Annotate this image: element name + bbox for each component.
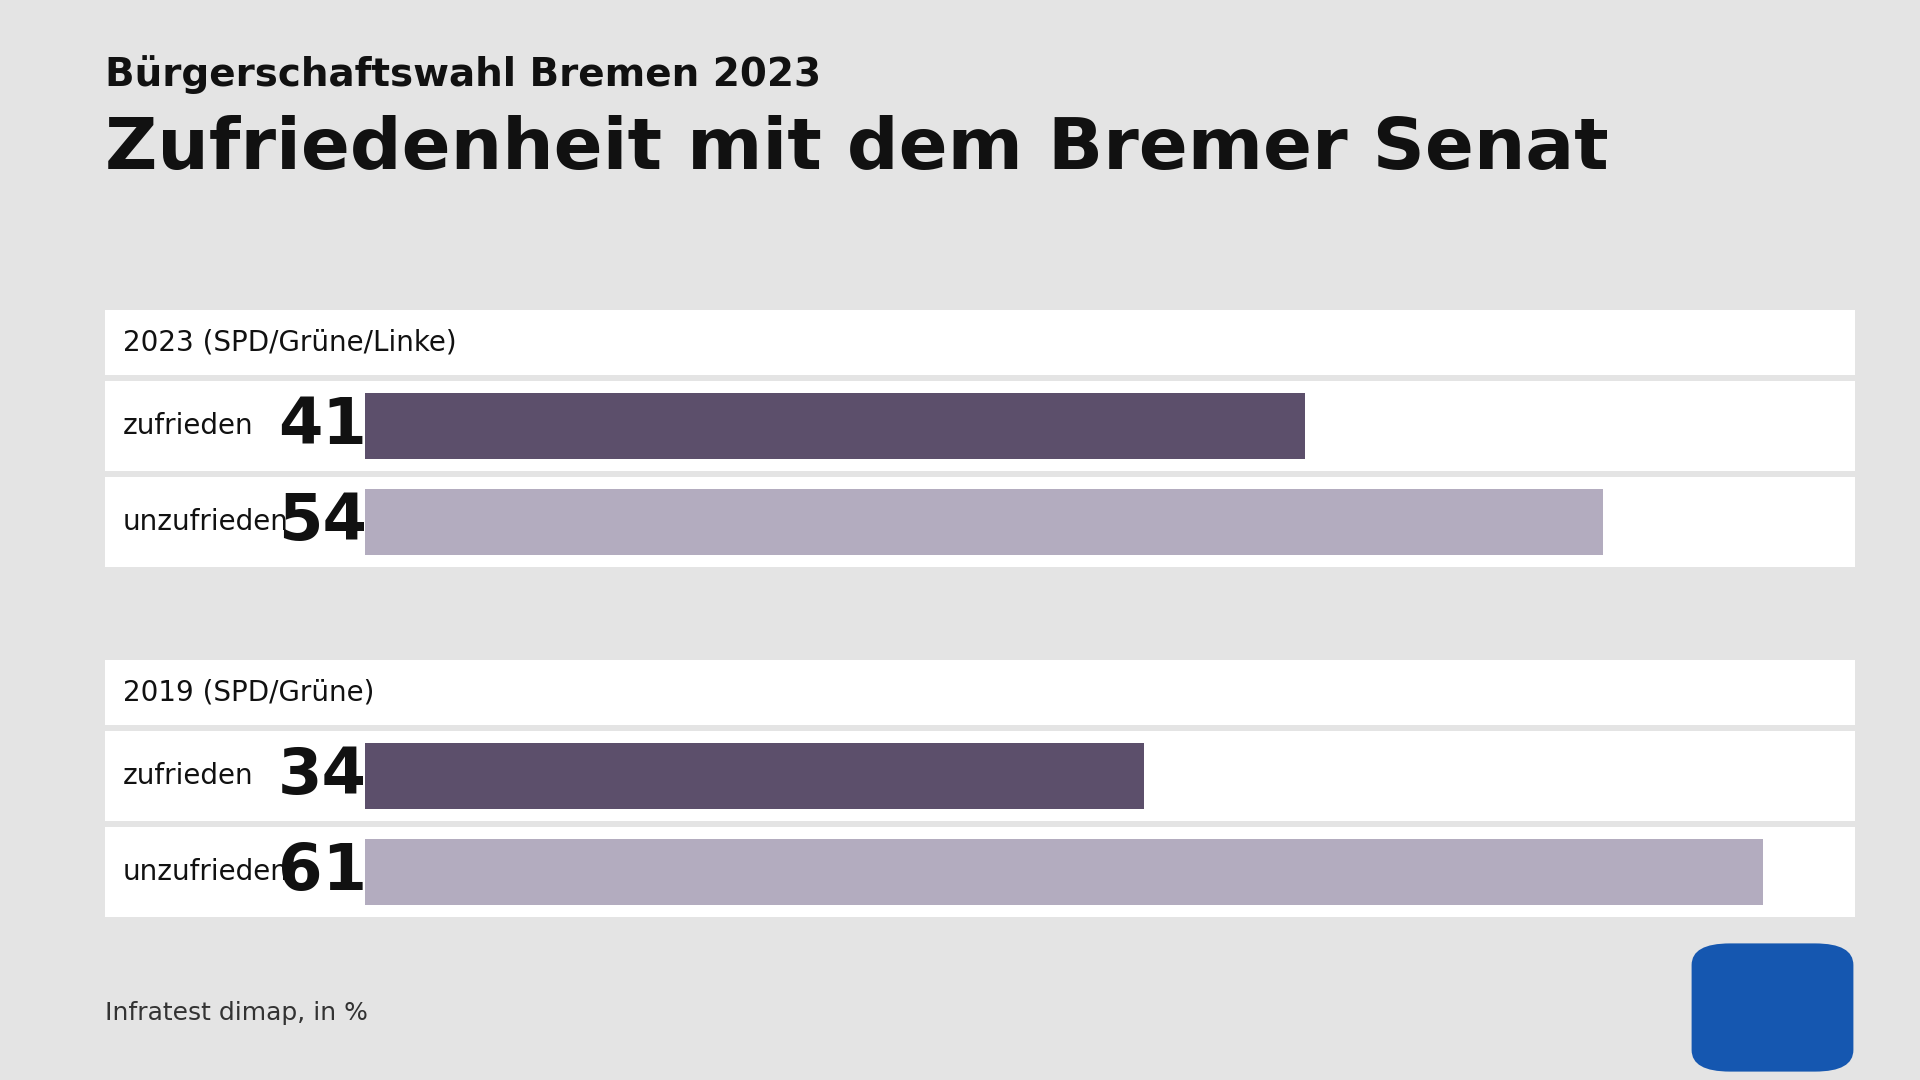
Circle shape (1749, 984, 1797, 1031)
Text: Infratest dimap, in %: Infratest dimap, in % (106, 1001, 369, 1025)
Text: zufrieden: zufrieden (123, 411, 253, 440)
Text: 61: 61 (278, 841, 367, 903)
Text: 2019 (SPD/Grüne): 2019 (SPD/Grüne) (123, 678, 374, 706)
Circle shape (1740, 975, 1805, 1040)
Text: 54: 54 (278, 491, 367, 553)
Text: unzufrieden: unzufrieden (123, 508, 288, 536)
Text: 2023 (SPD/Grüne/Linke): 2023 (SPD/Grüne/Linke) (123, 328, 457, 356)
Text: Bürgerschaftswahl Bremen 2023: Bürgerschaftswahl Bremen 2023 (106, 55, 822, 94)
Text: Zufriedenheit mit dem Bremer Senat: Zufriedenheit mit dem Bremer Senat (106, 114, 1609, 184)
Circle shape (1738, 972, 1809, 1043)
Text: zufrieden: zufrieden (123, 762, 253, 789)
Text: 41: 41 (278, 395, 367, 457)
Text: unzufrieden: unzufrieden (123, 858, 288, 886)
Text: 34: 34 (278, 745, 367, 807)
Text: 1: 1 (1764, 997, 1782, 1022)
